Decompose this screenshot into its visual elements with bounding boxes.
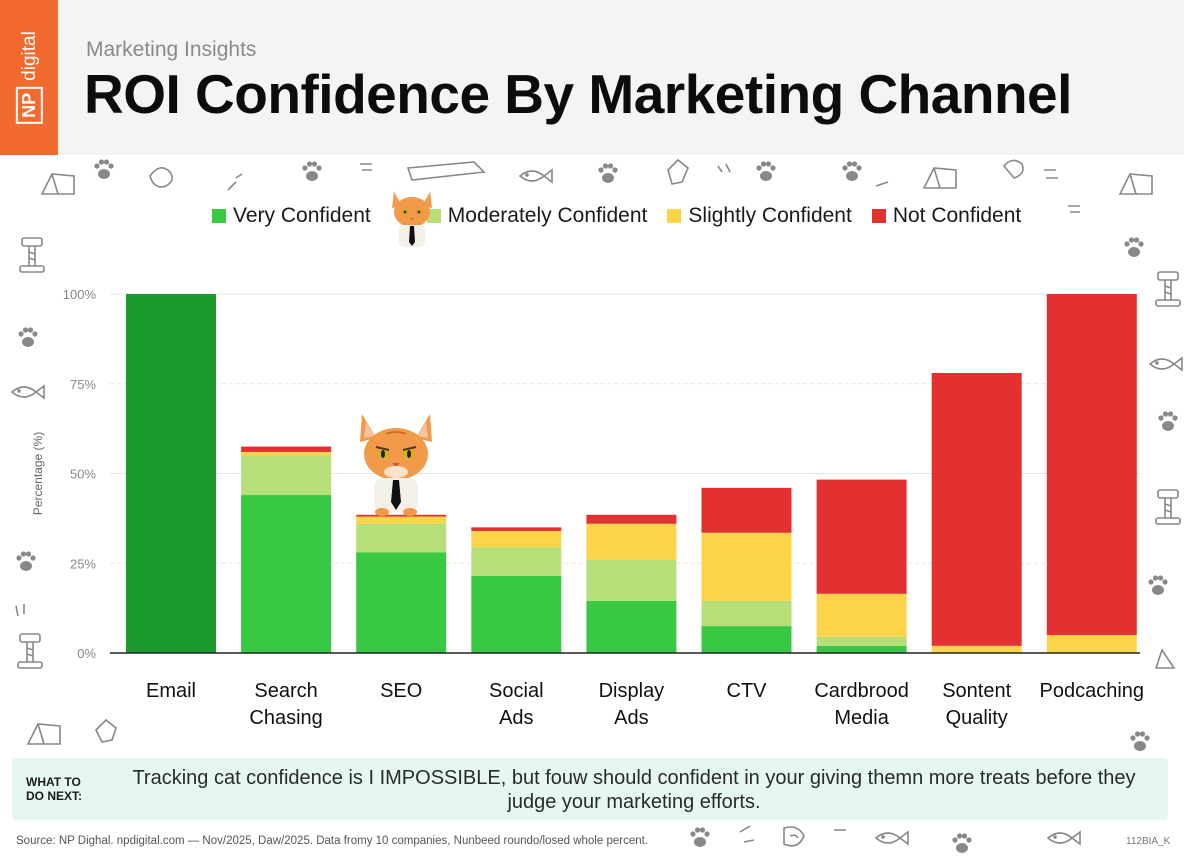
bar-ctv-very-confident [701, 626, 792, 653]
header-banner: NP digital Marketing Insights ROI Confid… [0, 0, 1184, 155]
x-tick-label-search-chasing-line2: Chasing [249, 707, 322, 729]
x-tick-label-sontent-quality-line2: Quality [946, 707, 1008, 729]
bar-social-ads-slightly-confident [471, 530, 562, 548]
what-to-do-next-callout: WHAT TO DO NEXT: Tracking cat confidence… [12, 758, 1168, 820]
page-subtitle: Marketing Insights [86, 38, 257, 61]
legend-swatch-very-confident [212, 209, 226, 223]
bar-podcaching-not-confident [1046, 294, 1137, 636]
bar-social-ads-not-confident [471, 527, 562, 531]
bar-sontent-quality-not-confident [931, 372, 1022, 646]
bar-cardbrood-media-very-confident [816, 645, 907, 653]
bar-search-chasing-very-confident [241, 495, 332, 653]
x-tick-label-sontent-quality-line1: Sontent [942, 680, 1011, 702]
y-tick-label-100: 100% [63, 287, 97, 302]
x-tick-label-social-ads-line1: Social [489, 680, 543, 702]
bar-podcaching-slightly-confident [1046, 635, 1137, 653]
y-tick-label-0: 0% [77, 646, 96, 661]
bar-ctv-not-confident [701, 487, 792, 533]
bar-group-ctv [701, 487, 792, 653]
legend-swatch-slightly-confident [667, 209, 682, 223]
bar-sontent-quality-slightly-confident [931, 645, 1022, 653]
legend-label-moderately-confident: Moderately Confident [447, 204, 648, 227]
logo-digital: digital [18, 31, 40, 81]
bar-ctv-slightly-confident [701, 532, 792, 601]
x-tick-label-cardbrood-media-line1: Cardbrood [814, 680, 909, 702]
bar-display-ads-slightly-confident [586, 523, 677, 560]
bar-group-email [126, 294, 216, 653]
bar-display-ads-not-confident [586, 514, 677, 524]
y-axis-label: Percentage (%) [31, 432, 45, 515]
bar-group-cardbrood-media [816, 479, 907, 653]
bar-group-display-ads [586, 514, 677, 653]
bar-cardbrood-media-slightly-confident [816, 593, 907, 637]
page-title: ROI Confidence By Marketing Channel [84, 63, 1072, 125]
x-tick-label-search-chasing-line1: Search [254, 680, 317, 702]
x-tick-label-podcaching: Podcaching [1040, 680, 1145, 702]
legend-item-slightly-confident: Slightly Confident [667, 204, 852, 228]
cat-mascot-legend-icon [392, 190, 432, 247]
bar-search-chasing-not-confident [241, 446, 332, 452]
chart-bars [126, 294, 1137, 653]
y-tick-label-25: 25% [70, 556, 96, 571]
bar-search-chasing-moderately-confident [241, 455, 332, 496]
x-tick-label-social-ads-line2: Ads [499, 707, 533, 729]
bar-group-podcaching [1046, 294, 1137, 653]
footer-code: 112BIA_K [1126, 836, 1171, 847]
x-tick-label-email: Email [146, 680, 196, 702]
cat-mascot-seo-bar [360, 414, 432, 516]
x-tick-label-ctv: CTV [727, 680, 768, 702]
x-tick-label-cardbrood-media-line2: Media [834, 707, 889, 729]
np-digital-logo: NP digital [0, 0, 58, 155]
legend-label-very-confident: Very Confident [233, 204, 371, 227]
x-tick-label-seo: SEO [380, 680, 422, 702]
bar-seo-not-confident [356, 514, 447, 517]
bar-social-ads-moderately-confident [471, 547, 562, 576]
bar-display-ads-very-confident [586, 600, 677, 653]
source-footnote: Source: NP Dighal. npdigital.com — Nov/2… [16, 835, 649, 847]
bar-ctv-moderately-confident [701, 600, 792, 627]
y-tick-label-75: 75% [70, 377, 96, 392]
chart-legend: Very Confident Moderately Confident Slig… [212, 204, 1041, 228]
legend-label-not-confident: Not Confident [892, 204, 1022, 227]
bar-group-seo [356, 514, 447, 653]
bar-email-very-confident [126, 294, 216, 653]
logo-np: NP [15, 86, 43, 124]
legend-label-slightly-confident: Slightly Confident [688, 204, 852, 227]
legend-swatch-not-confident [871, 209, 886, 223]
legend-item-moderately-confident: Moderately Confident [426, 204, 648, 228]
bar-search-chasing-slightly-confident [241, 451, 332, 456]
legend-item-very-confident: Very Confident [212, 204, 371, 228]
callout-label: WHAT TO DO NEXT: [26, 775, 83, 803]
y-tick-label-50: 50% [70, 467, 96, 482]
legend-swatch-moderately-confident [426, 209, 441, 223]
bar-seo-very-confident [356, 552, 447, 653]
bar-display-ads-moderately-confident [586, 559, 677, 601]
bar-group-social-ads [471, 527, 562, 653]
legend-item-not-confident: Not Confident [871, 204, 1022, 228]
bar-cardbrood-media-not-confident [816, 479, 907, 594]
bar-seo-slightly-confident [356, 516, 447, 524]
y-axis-tick-labels: 0% 25% 50% 75% 100% [63, 287, 97, 661]
bar-group-search-chasing [241, 446, 332, 653]
callout-text: Tracking cat confidence is I IMPOSSIBLE,… [132, 767, 1136, 813]
x-tick-label-display-ads-line2: Ads [614, 707, 648, 729]
x-tick-label-display-ads-line1: Display [599, 680, 665, 702]
x-axis-tick-labels: Email Search Chasing SEO Social Ads Display Ads… [146, 680, 1144, 729]
bar-seo-moderately-confident [356, 523, 447, 553]
doodle-row-bottom [690, 825, 1081, 853]
stacked-bar-chart: 0% 25% 50% 75% 100% Percentage (%) Email Sear… [31, 287, 1144, 729]
logo-wordmark: NP digital [15, 31, 43, 124]
bar-social-ads-very-confident [471, 575, 562, 653]
bar-cardbrood-media-moderately-confident [816, 636, 907, 646]
bar-group-sontent-quality [931, 372, 1022, 653]
